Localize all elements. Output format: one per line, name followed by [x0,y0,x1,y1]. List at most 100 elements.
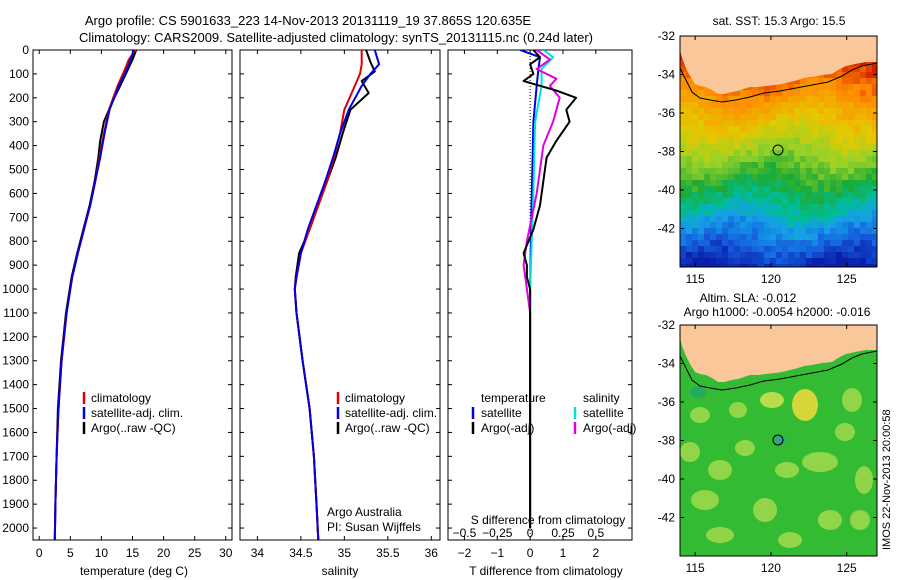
sst-cell [752,174,758,180]
sst-cell [752,228,758,234]
sst-cell [800,156,806,162]
sst-cell [824,258,830,264]
sst-cell [710,174,716,180]
series-line-temperature-argo-adj [522,50,578,528]
sst-cell [848,90,854,96]
sst-cell [704,156,710,162]
sst-cell [794,126,800,132]
sst-cell [722,192,728,198]
sst-cell [836,204,842,210]
sst-cell [686,192,692,198]
sst-cell [806,90,812,96]
sst-cell [860,246,866,252]
sst-cell [848,96,854,102]
sst-cell [848,252,854,258]
sst-cell [692,258,698,264]
sla-float-marker [772,434,784,446]
sst-cell [806,114,812,120]
sst-cell [848,192,854,198]
sst-bathymetry-contour [679,62,878,103]
sst-cell [704,246,710,252]
sst-cell [734,102,740,108]
sst-cell [686,264,692,267]
sst-cell [794,120,800,126]
sst-cell [728,108,734,114]
sst-cell [746,216,752,222]
sst-cell [848,126,854,132]
sst-cell [830,126,836,132]
sst-cell [854,144,860,150]
sst-cell [788,180,794,186]
sst-cell [692,216,698,222]
sst-cell [764,108,770,114]
sst-cell [776,234,782,240]
sst-cell [680,96,686,102]
sst-cell [872,66,877,72]
x-tick-label: 1 [560,546,567,560]
sst-cell [728,258,734,264]
sst-cell [776,240,782,246]
sla-bathymetry-contour [679,350,878,391]
sst-cell [866,258,872,264]
sst-cell [752,114,758,120]
sst-cell [728,198,734,204]
map-y-tick-label: -38 [658,434,676,448]
sst-cell [680,78,686,84]
sst-cell [788,156,794,162]
sst-cell [758,84,764,90]
sst-cell [806,216,812,222]
sst-cell [746,108,752,114]
sst-cell [836,84,842,90]
sst-cell [872,162,877,168]
sst-cell [872,114,877,120]
legend-label-t-satellite: satellite [481,406,522,420]
sst-cell [710,180,716,186]
sst-cell [806,234,812,240]
sst-cell [842,90,848,96]
sst-cell [698,216,704,222]
sst-cell [788,120,794,126]
sst-cell [728,144,734,150]
sst-cell [710,234,716,240]
sst-cell [818,210,824,216]
sst-cell [746,150,752,156]
sst-cell [800,240,806,246]
sst-cell [848,216,854,222]
sst-cell [782,180,788,186]
sst-cell [836,246,842,252]
sst-cell [848,240,854,246]
sst-cell [692,84,698,90]
sst-cell [830,210,836,216]
sst-cell [740,222,746,228]
sst-cell [812,132,818,138]
sst-cell [800,96,806,102]
sst-cell [836,222,842,228]
sst-cell [866,84,872,90]
sst-cell [806,258,812,264]
difference-xlabel-t: T difference from climatology [469,564,623,578]
sst-cell [854,192,860,198]
sst-cell [860,156,866,162]
sst-cell [680,258,686,264]
sst-cell [704,168,710,174]
sst-cell [728,180,734,186]
sst-cell [824,228,830,234]
sst-cell [692,222,698,228]
sst-cell [686,78,692,84]
sst-cell [764,174,770,180]
sst-cell [680,198,686,204]
sst-cell [860,210,866,216]
sst-cell [788,108,794,114]
sst-cell [722,180,728,186]
sst-cell [836,120,842,126]
sst-cell [698,210,704,216]
map-x-tick-label: 125 [837,272,857,286]
sst-cell [758,228,764,234]
sst-cell [758,150,764,156]
sst-cell [866,210,872,216]
sst-cell [764,234,770,240]
sst-cell [728,204,734,210]
sst-cell [800,264,806,267]
sst-cell [824,114,830,120]
sst-cell [680,144,686,150]
